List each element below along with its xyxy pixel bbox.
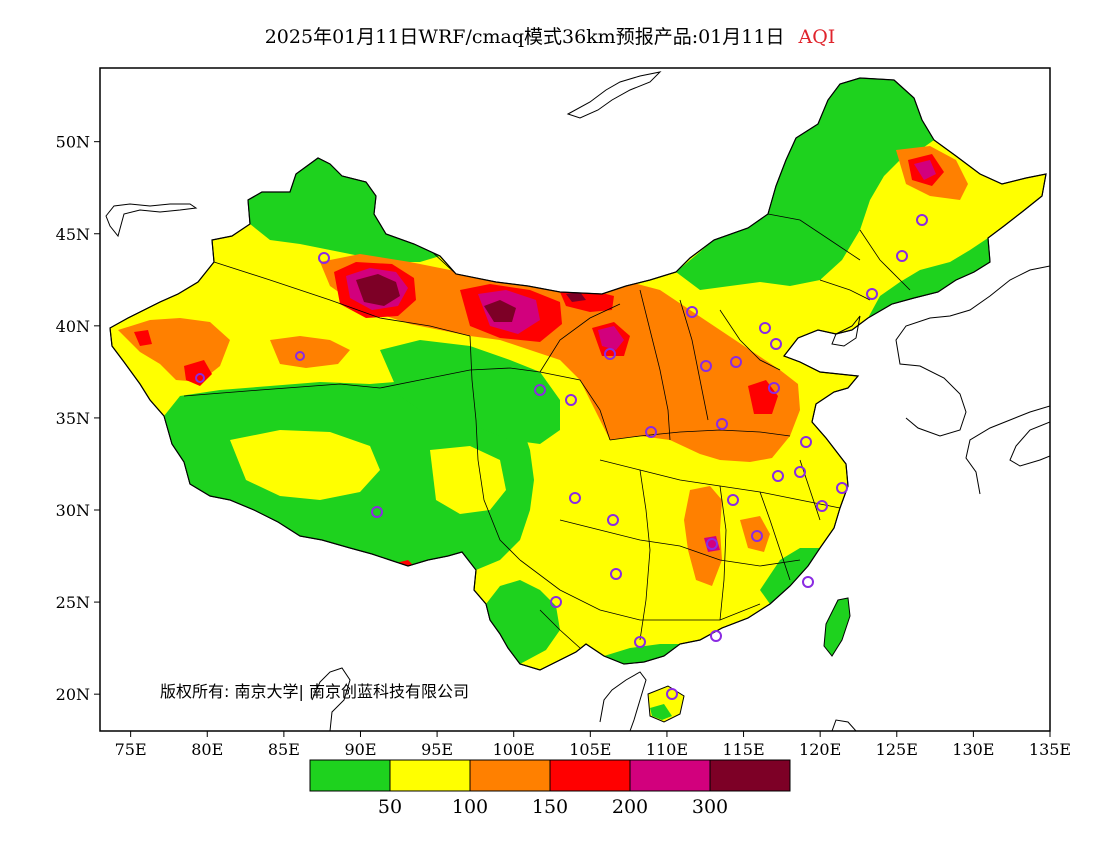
title-text: 2025年01月11日WRF/cmaq模式36km预报产品:01月11日 <box>264 26 785 48</box>
lon-tick-label: 110E <box>646 740 688 759</box>
lat-tick-label: 45N <box>56 225 90 244</box>
lon-tick-label: 135E <box>1029 740 1071 759</box>
color-bar-segment <box>469 759 551 792</box>
color-bar: 50 100 150 200 300 <box>309 759 791 818</box>
lat-tick-label: 40N <box>56 317 90 336</box>
color-bar-segment <box>549 759 631 792</box>
aqi-moderate-tibet-b <box>430 446 506 514</box>
hainan-green-patch <box>650 704 672 720</box>
aqi-moderate-tibet-a <box>230 430 380 500</box>
aqi-unhealthy-xinjiang-w <box>134 330 152 346</box>
longitude-axis: 75E 80E 85E 90E 95E 100E 105E 110E 115E 120E 125E 1… <box>115 731 1071 759</box>
aqi-good-northeast <box>676 78 934 290</box>
variable-label: AQI <box>798 26 836 48</box>
color-bar-segment <box>309 759 391 792</box>
aqi-hazardous-inner-mongolia <box>566 292 586 302</box>
lat-tick-label: 25N <box>56 593 90 612</box>
lon-tick-label: 115E <box>722 740 764 759</box>
lon-tick-label: 105E <box>569 740 611 759</box>
aqi-good-southeast <box>760 548 820 604</box>
color-bar-label: 300 <box>692 796 728 818</box>
lon-tick-label: 85E <box>268 740 300 759</box>
lon-tick-label: 90E <box>344 740 376 759</box>
lon-tick-label: 100E <box>493 740 535 759</box>
lat-tick-label: 30N <box>56 501 90 520</box>
aqi-sensitive-hunan <box>740 516 770 552</box>
lon-tick-label: 125E <box>876 740 918 759</box>
map-frame <box>99 67 1051 732</box>
aqi-hazardous-gansu <box>484 300 516 322</box>
aqi-unhealthy-xinjiang-sw <box>184 360 212 386</box>
color-bar-label: 50 <box>378 796 402 818</box>
aqi-sensitive-hubei <box>684 486 722 586</box>
aqi-unhealthy-hebei <box>748 380 778 414</box>
aqi-sensitive-north-belt <box>320 254 800 462</box>
aqi-good-liaoning <box>868 238 990 318</box>
aqi-good-yunnan <box>486 580 560 664</box>
lat-tick-label: 50N <box>56 133 90 152</box>
province-boundaries <box>183 195 911 649</box>
taiwan-island <box>823 597 851 657</box>
lat-tick-label: 20N <box>56 685 90 704</box>
aqi-very-unhealthy-ordos <box>598 326 624 350</box>
lat-tick-label: 35N <box>56 409 90 428</box>
latitude-axis: 50N 45N 40N 35N 30N 25N 20N <box>56 133 100 704</box>
lon-tick-label: 75E <box>115 740 147 759</box>
station-markers <box>195 214 928 700</box>
color-bar-label: 200 <box>612 796 648 818</box>
aqi-very-unhealthy-heilongjiang <box>914 160 936 180</box>
color-bar-segment <box>629 759 711 792</box>
color-bar-segment <box>389 759 471 792</box>
coastlines-foreign <box>105 71 1050 731</box>
copyright-text: 版权所有: 南京大学| 南京创蓝科技有限公司 <box>160 682 469 701</box>
color-bar-segment <box>709 759 791 792</box>
aqi-good-xinjiang-north <box>248 158 440 262</box>
aqi-good-guangxi <box>604 644 680 664</box>
color-bar-label: 100 <box>452 796 488 818</box>
china-border <box>109 77 1047 671</box>
aqi-good-qinghai <box>380 340 560 444</box>
color-bar-label: 150 <box>532 796 568 818</box>
aqi-sensitive-xinjiang-mid <box>270 336 350 368</box>
lon-tick-label: 80E <box>191 740 223 759</box>
lon-tick-label: 120E <box>799 740 841 759</box>
lon-tick-label: 95E <box>421 740 453 759</box>
lon-tick-label: 130E <box>952 740 994 759</box>
aqi-hazardous-tarim <box>356 274 400 306</box>
map-title: 2025年01月11日WRF/cmaq模式36km预报产品:01月11日 AQI <box>0 22 1100 49</box>
